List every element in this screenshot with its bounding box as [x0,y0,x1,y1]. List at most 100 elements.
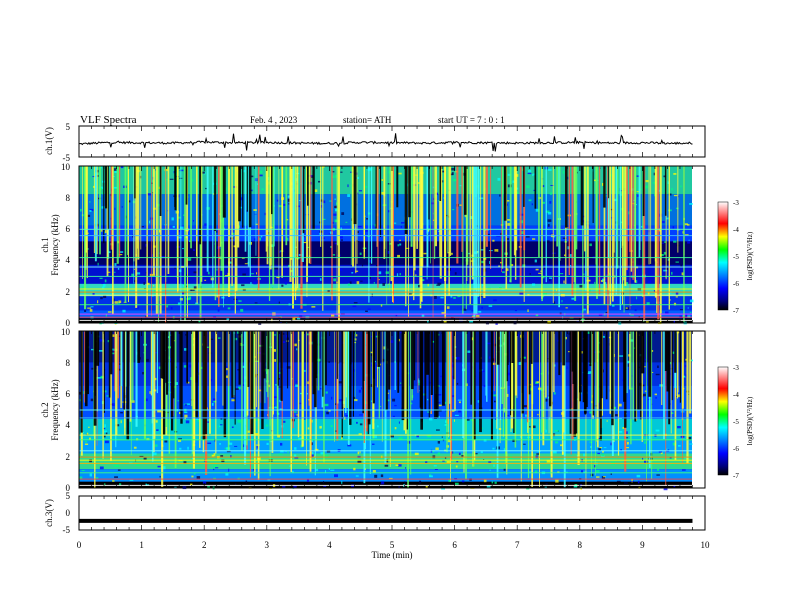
ch1-spectrogram-cell [583,308,587,311]
ch1-spectrogram-cell [356,166,358,264]
ch1-spectrogram-cell [105,313,107,317]
ch1-spectrogram-cell [114,207,116,210]
ch1-spectrogram-cell [331,314,335,317]
ch1-spectrogram-cell [413,166,415,301]
ch1-spectrogram-cell [502,166,504,269]
ch2-spectrogram-cell [529,387,533,391]
ch2-spectrogram-cell [660,452,663,455]
ch2-spectrogram-cell [226,450,231,453]
ch2-spectrogram-cell [410,331,412,475]
ch2-spectrogram-cell [310,454,314,458]
ch1-spectrogram-cell [355,270,359,272]
ch1-spectrogram-cell [184,166,186,321]
ch1-spectrogram-cell [245,173,248,175]
ch1-spectrogram-cell [630,166,633,272]
ch2-spectrogram-cell [289,465,291,467]
ch2-spectrogram-cell [306,331,307,466]
ch1-spectrogram-cell [308,181,312,185]
ch2-spectrogram-cell [355,475,359,477]
ch1-spectrogram-cell [361,264,364,268]
ch1-spectrogram-cell [245,258,248,261]
ch2-spectrogram-cell [349,331,352,425]
ch1-spectrogram-cell [340,171,343,173]
ch2-spectrogram-cell [438,404,442,407]
ch1-spectrogram-cell [587,289,591,292]
ch2-spectrogram-cell [418,378,420,382]
ch2-spectrogram-cell [103,331,105,413]
ch2-spectrogram-cell [489,469,491,471]
ch1-spectrogram-cell [593,179,596,182]
ch2-spectrogram-cell [572,331,576,384]
ch1-spectrogram-cell [94,166,97,262]
ch2-spectrogram-cell [179,411,181,415]
ch1-spectrogram-cell [379,166,382,237]
ch1-spectrogram-cell [574,166,577,301]
ch2-spectrogram-cell [674,331,677,460]
ch1-spectrogram-cell [87,232,89,234]
time-tick-label-8: 8 [578,540,583,550]
ch2-spectrogram-cell [681,331,684,409]
ch2-spectrogram-cell [605,331,608,400]
ch2-spectrogram-cell [461,480,465,483]
ch2-spectrogram-cell [89,437,91,440]
ch1-spectrogram-cell [634,166,637,268]
ch1-spectrogram-cell [562,170,565,174]
ch1-spectrogram-cell [476,251,480,253]
ch2-spectrogram-cell [483,385,486,387]
ch1-spectrogram-cell [192,220,194,222]
ch1-spectrogram-cell [510,264,514,267]
time-tick-label-7: 7 [515,540,520,550]
ch2-spectrogram-cell [245,430,250,433]
ch2-spectrogram-cell [268,384,270,388]
time-tick-label-2: 2 [202,540,207,550]
ch2-spectrogram-cell [295,415,299,418]
ch2-spectrogram-cell [644,460,648,463]
ch1-spectrogram-cell [308,166,310,264]
ch2-spectrogram-cell [528,331,531,395]
ch1-spectrogram-cell [441,312,445,315]
ch1-spectrogram-cell [79,304,692,306]
ch2-spectrogram-cell [84,443,89,445]
ch2-spectrogram-cell [103,428,106,430]
ch2-spectrogram-cell [117,331,119,399]
ch2-spectrogram-cell [624,331,627,428]
ch1-spectrogram-cell [427,283,429,287]
ch1-spectrogram-cell [673,240,677,243]
ch2-spectrogram-cell [596,331,599,448]
ch2-spectrogram-cell [192,331,195,469]
ch2-spectrogram-cell [218,337,221,339]
ch1-spectrogram-cell [321,200,326,204]
ch1-spectrogram-cell [594,281,596,285]
ch2-spectrogram-cell [641,331,645,374]
ch1-spectrogram-cell [300,166,303,309]
ch2-spectrogram-cell [405,467,407,469]
ch2-spectrogram-cell [99,339,103,342]
ch2-spectrogram-cell [306,393,308,395]
ch1-spectrogram-cell [454,272,457,275]
ch2-spectrogram-cell [365,331,366,450]
ch2-spectrogram-cell [657,468,659,471]
ch1-spectrogram-cell [602,244,604,247]
ch2-spectrogram-cell [470,331,472,405]
ch1-spectrogram-cell [193,249,195,251]
ch2-spectrogram-cell [228,331,230,387]
ch1-spectrogram-cell [418,284,422,288]
ch2-spectrogram-cell [358,389,362,393]
ch2-spectrogram-cell [534,470,538,473]
ch2-spectrogram-cell [563,331,565,433]
ch2-spectrogram-cell [398,421,400,424]
ch2-spectrogram-cell [325,331,327,386]
ch2-spectrogram-cell [84,441,88,443]
ch2-spectrogram-cell [281,341,286,343]
ch1-spectrogram-cell [689,299,694,303]
ch2-spectrogram-cell [394,405,397,407]
ch1-spectrogram-cell [207,271,210,275]
ch2-spectrogram-cell [326,411,329,415]
ch1-spectrogram-cell [303,241,308,244]
ch1-spectrogram-cell [151,166,152,316]
ch1-spectrogram-cell [534,259,537,263]
ch1-spectrogram-cell [499,287,502,289]
ch1-spectrogram-cell [99,277,103,279]
ch1-spectrogram-cell [576,320,579,322]
ch1-spectrogram-cell [140,166,142,250]
